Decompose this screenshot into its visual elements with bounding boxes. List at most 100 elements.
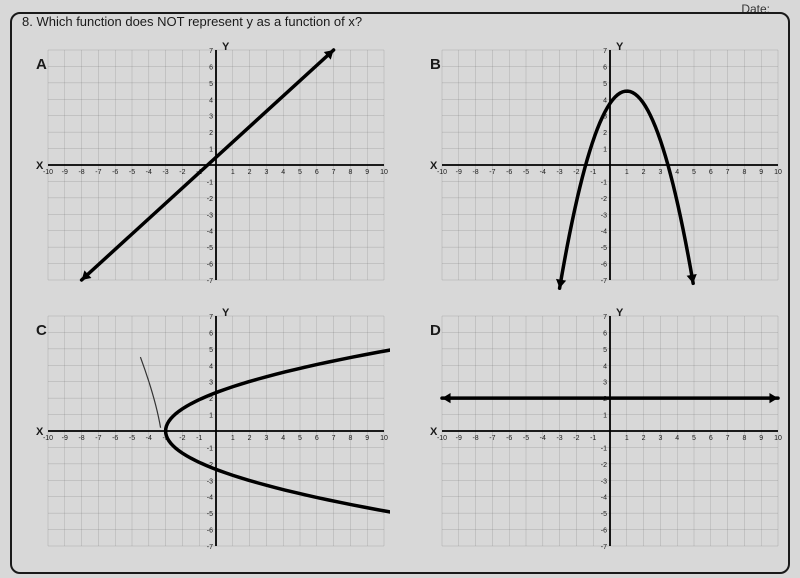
svg-text:-7: -7 <box>601 544 607 551</box>
svg-text:Y: Y <box>616 307 624 319</box>
svg-text:2: 2 <box>603 130 607 137</box>
svg-text:1: 1 <box>625 169 629 176</box>
svg-text:-4: -4 <box>540 169 546 176</box>
graph-d-wrap: D -10-9-8-7-6-5-4-3-2-112345678910-7-6-5… <box>424 306 784 556</box>
svg-text:5: 5 <box>603 347 607 354</box>
svg-text:7: 7 <box>209 314 213 321</box>
svg-text:7: 7 <box>603 314 607 321</box>
svg-text:-2: -2 <box>179 169 185 176</box>
svg-text:-4: -4 <box>540 435 546 442</box>
svg-text:-2: -2 <box>601 462 607 469</box>
svg-text:-9: -9 <box>62 169 68 176</box>
svg-text:1: 1 <box>209 413 213 420</box>
svg-text:-6: -6 <box>207 262 213 269</box>
svg-text:-3: -3 <box>207 212 213 219</box>
svg-text:X: X <box>430 426 438 438</box>
svg-text:-1: -1 <box>590 169 596 176</box>
svg-text:-1: -1 <box>196 435 202 442</box>
svg-text:8: 8 <box>348 435 352 442</box>
svg-text:-6: -6 <box>112 169 118 176</box>
graph-a: -10-9-8-7-6-5-4-3-2-112345678910-7-6-5-4… <box>30 40 390 290</box>
svg-text:4: 4 <box>675 169 679 176</box>
svg-text:5: 5 <box>603 81 607 88</box>
svg-text:4: 4 <box>209 363 213 370</box>
svg-text:-7: -7 <box>207 278 213 285</box>
svg-text:7: 7 <box>603 48 607 55</box>
svg-text:6: 6 <box>315 169 319 176</box>
svg-text:7: 7 <box>332 435 336 442</box>
svg-text:6: 6 <box>209 64 213 71</box>
svg-text:-8: -8 <box>472 435 478 442</box>
svg-text:5: 5 <box>209 81 213 88</box>
svg-text:7: 7 <box>726 169 730 176</box>
svg-text:10: 10 <box>774 169 782 176</box>
svg-text:3: 3 <box>264 435 268 442</box>
svg-text:3: 3 <box>209 114 213 121</box>
svg-text:-3: -3 <box>556 435 562 442</box>
question-number: 8. <box>22 14 33 29</box>
svg-text:1: 1 <box>231 169 235 176</box>
svg-text:-8: -8 <box>472 169 478 176</box>
svg-text:4: 4 <box>603 363 607 370</box>
svg-text:-7: -7 <box>489 435 495 442</box>
question-body: Which function does NOT represent y as a… <box>36 14 362 29</box>
svg-text:-5: -5 <box>129 169 135 176</box>
svg-text:-1: -1 <box>601 445 607 452</box>
svg-text:-9: -9 <box>456 169 462 176</box>
svg-text:4: 4 <box>209 97 213 104</box>
svg-text:-9: -9 <box>62 435 68 442</box>
svg-text:6: 6 <box>709 435 713 442</box>
svg-text:-5: -5 <box>523 435 529 442</box>
svg-text:-5: -5 <box>207 511 213 518</box>
svg-text:6: 6 <box>603 330 607 337</box>
graph-d: -10-9-8-7-6-5-4-3-2-112345678910-7-6-5-4… <box>424 306 784 556</box>
svg-text:2: 2 <box>248 169 252 176</box>
svg-text:-4: -4 <box>146 169 152 176</box>
svg-text:4: 4 <box>603 97 607 104</box>
svg-text:5: 5 <box>692 169 696 176</box>
svg-text:-8: -8 <box>78 435 84 442</box>
graph-label-a: A <box>36 56 47 73</box>
svg-text:Y: Y <box>222 307 230 319</box>
svg-text:3: 3 <box>603 380 607 387</box>
svg-text:-1: -1 <box>601 179 607 186</box>
svg-text:-5: -5 <box>129 435 135 442</box>
graph-label-c: C <box>36 322 47 339</box>
svg-text:9: 9 <box>365 169 369 176</box>
svg-text:-2: -2 <box>573 435 579 442</box>
svg-text:5: 5 <box>298 435 302 442</box>
svg-text:-7: -7 <box>95 169 101 176</box>
svg-text:-3: -3 <box>601 478 607 485</box>
svg-text:2: 2 <box>209 130 213 137</box>
svg-text:5: 5 <box>209 347 213 354</box>
svg-text:3: 3 <box>658 435 662 442</box>
svg-text:1: 1 <box>603 147 607 154</box>
svg-text:-6: -6 <box>601 262 607 269</box>
svg-text:4: 4 <box>281 169 285 176</box>
svg-text:6: 6 <box>709 169 713 176</box>
svg-text:-1: -1 <box>207 445 213 452</box>
svg-text:-5: -5 <box>207 245 213 252</box>
svg-text:-6: -6 <box>207 528 213 535</box>
svg-text:2: 2 <box>642 435 646 442</box>
svg-text:-6: -6 <box>506 435 512 442</box>
svg-text:-3: -3 <box>556 169 562 176</box>
svg-text:-6: -6 <box>506 169 512 176</box>
svg-text:-3: -3 <box>162 169 168 176</box>
svg-text:-4: -4 <box>146 435 152 442</box>
svg-text:-4: -4 <box>601 229 607 236</box>
svg-text:9: 9 <box>759 435 763 442</box>
svg-text:10: 10 <box>380 169 388 176</box>
graph-b: -10-9-8-7-6-5-4-3-2-112345678910-7-6-5-4… <box>424 40 784 290</box>
svg-text:Y: Y <box>222 41 230 53</box>
svg-text:1: 1 <box>625 435 629 442</box>
svg-text:7: 7 <box>209 48 213 55</box>
graph-label-d: D <box>430 322 441 339</box>
svg-text:-1: -1 <box>207 179 213 186</box>
svg-text:6: 6 <box>315 435 319 442</box>
svg-text:-7: -7 <box>95 435 101 442</box>
svg-text:-1: -1 <box>590 435 596 442</box>
svg-text:-6: -6 <box>112 435 118 442</box>
svg-text:-2: -2 <box>207 196 213 203</box>
svg-text:3: 3 <box>658 169 662 176</box>
